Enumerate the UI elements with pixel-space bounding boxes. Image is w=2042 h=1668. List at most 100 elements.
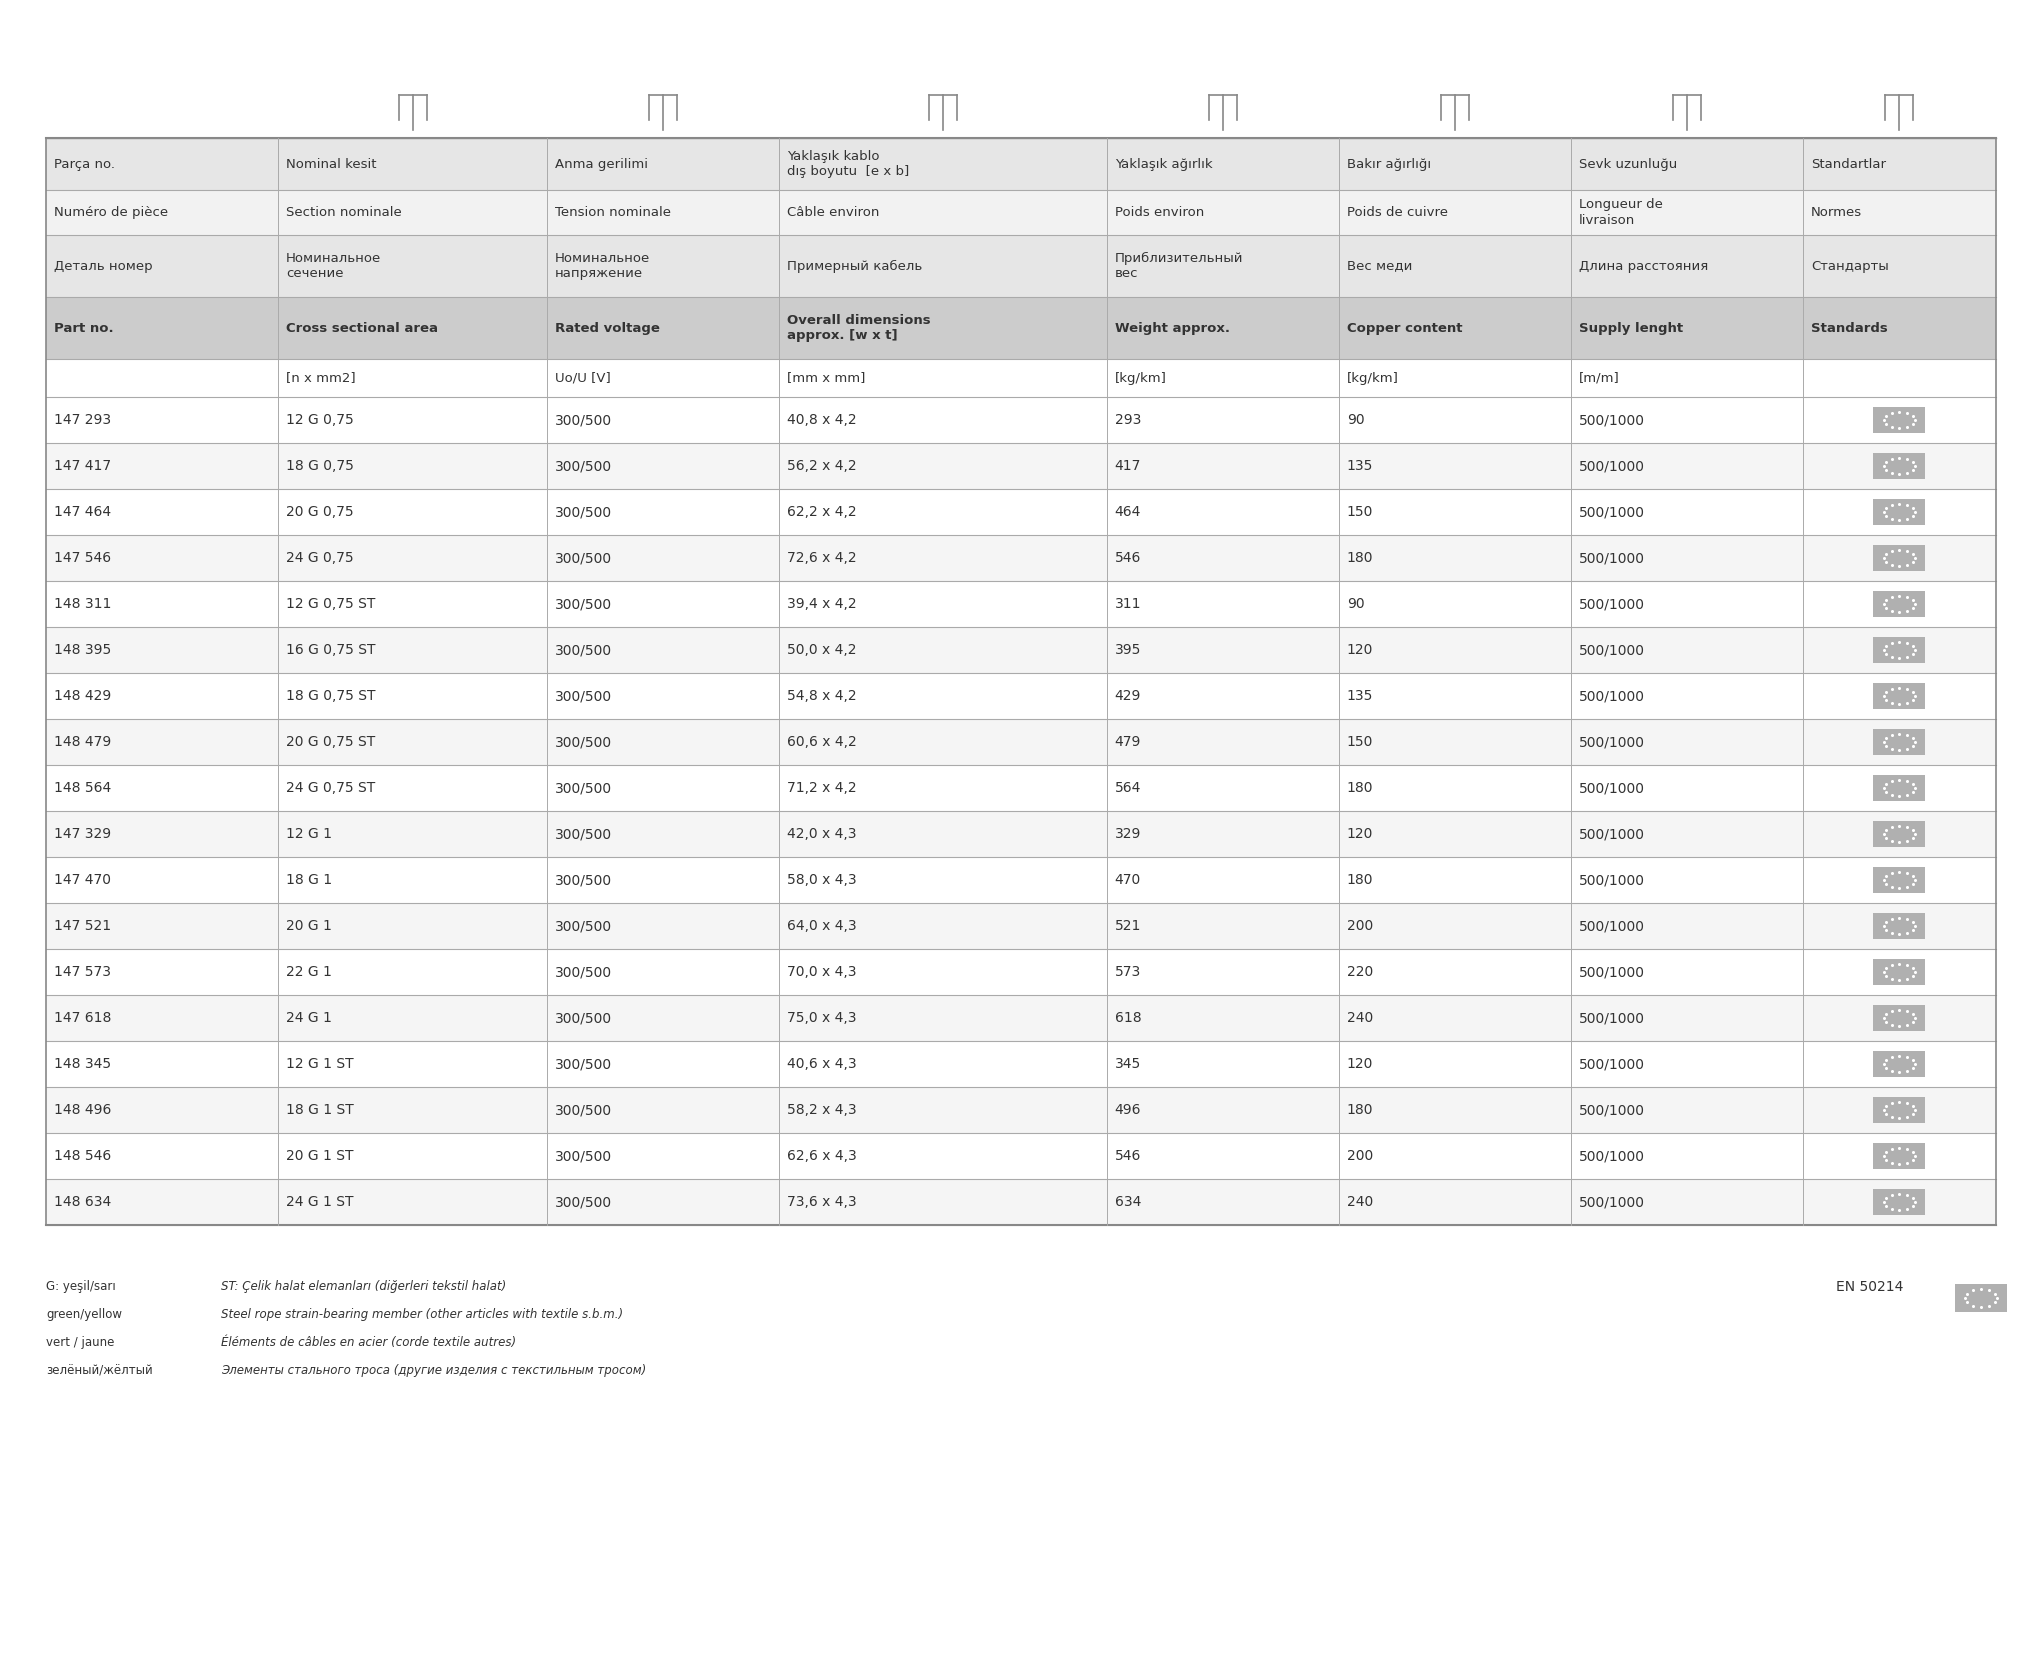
Text: 18 G 1: 18 G 1 [286, 872, 333, 887]
Text: 24 G 1: 24 G 1 [286, 1011, 333, 1026]
Bar [47, 297, 1995, 359]
Text: 546: 546 [1115, 1149, 1141, 1163]
Bar [47, 672, 1995, 719]
Bar [47, 535, 1995, 580]
Bar [47, 857, 1995, 902]
Text: 300/500: 300/500 [555, 505, 613, 519]
Text: 147 417: 147 417 [53, 459, 110, 474]
Text: 300/500: 300/500 [555, 872, 613, 887]
Bar [47, 580, 1995, 627]
Text: 300/500: 300/500 [555, 597, 613, 610]
Bar [47, 489, 1995, 535]
Bar [1873, 545, 1926, 570]
Text: Supply lenght: Supply lenght [1578, 322, 1683, 335]
Text: 300/500: 300/500 [555, 1194, 613, 1209]
Text: Part no.: Part no. [53, 322, 114, 335]
Text: 464: 464 [1115, 505, 1141, 519]
Text: 300/500: 300/500 [555, 414, 613, 427]
Text: Overall dimensions
approx. [w x t]: Overall dimensions approx. [w x t] [788, 314, 931, 342]
Text: 12 G 1: 12 G 1 [286, 827, 333, 841]
Text: 12 G 1 ST: 12 G 1 ST [286, 1058, 353, 1071]
Bar [47, 397, 1995, 444]
Text: 147 464: 147 464 [53, 505, 110, 519]
Text: 12 G 0,75 ST: 12 G 0,75 ST [286, 597, 376, 610]
Text: 496: 496 [1115, 1103, 1141, 1118]
Text: 300/500: 300/500 [555, 919, 613, 932]
Text: 618: 618 [1115, 1011, 1141, 1026]
Text: 240: 240 [1348, 1194, 1372, 1209]
Text: [mm x mm]: [mm x mm] [788, 372, 866, 385]
Text: 417: 417 [1115, 459, 1141, 474]
Text: 500/1000: 500/1000 [1578, 505, 1646, 519]
Text: 180: 180 [1348, 781, 1374, 796]
Text: 300/500: 300/500 [555, 459, 613, 474]
Text: 300/500: 300/500 [555, 642, 613, 657]
Text: 293: 293 [1115, 414, 1141, 427]
Text: Standards: Standards [1811, 322, 1887, 335]
Bar [47, 949, 1995, 996]
Bar [47, 235, 1995, 297]
Text: Приблизительный
вес: Приблизительный вес [1115, 252, 1244, 280]
Text: Номинальное
сечение: Номинальное сечение [286, 252, 382, 280]
Text: 300/500: 300/500 [555, 966, 613, 979]
Text: 148 311: 148 311 [53, 597, 112, 610]
Bar [47, 138, 1995, 190]
Bar [1873, 1189, 1926, 1214]
Bar [47, 359, 1995, 397]
Text: 20 G 1 ST: 20 G 1 ST [286, 1149, 353, 1163]
Text: Деталь номер: Деталь номер [53, 260, 153, 272]
Text: 500/1000: 500/1000 [1578, 642, 1646, 657]
Text: 148 496: 148 496 [53, 1103, 112, 1118]
Text: 120: 120 [1348, 1058, 1372, 1071]
Text: 148 345: 148 345 [53, 1058, 110, 1071]
Text: Longueur de
livraison: Longueur de livraison [1578, 198, 1662, 227]
Text: 546: 546 [1115, 550, 1141, 565]
Bar [1873, 867, 1926, 892]
Bar [47, 1041, 1995, 1088]
Text: 300/500: 300/500 [555, 736, 613, 749]
Bar [47, 627, 1995, 672]
Text: vert / jaune: vert / jaune [47, 1336, 114, 1349]
Text: 150: 150 [1348, 736, 1372, 749]
Text: 300/500: 300/500 [555, 1149, 613, 1163]
Text: 500/1000: 500/1000 [1578, 1149, 1646, 1163]
Text: 147 618: 147 618 [53, 1011, 112, 1026]
Text: Poids environ: Poids environ [1115, 207, 1205, 219]
Text: 150: 150 [1348, 505, 1372, 519]
Text: 75,0 x 4,3: 75,0 x 4,3 [788, 1011, 858, 1026]
Text: 40,6 x 4,3: 40,6 x 4,3 [788, 1058, 858, 1071]
Bar [1873, 454, 1926, 479]
Text: 500/1000: 500/1000 [1578, 736, 1646, 749]
Text: Номинальное
напряжение: Номинальное напряжение [555, 252, 651, 280]
Text: 470: 470 [1115, 872, 1141, 887]
Text: 147 521: 147 521 [53, 919, 110, 932]
Text: 120: 120 [1348, 642, 1372, 657]
Text: 90: 90 [1348, 597, 1364, 610]
Text: 16 G 0,75 ST: 16 G 0,75 ST [286, 642, 376, 657]
Text: 20 G 0,75: 20 G 0,75 [286, 505, 353, 519]
Bar [1873, 729, 1926, 756]
Text: 479: 479 [1115, 736, 1141, 749]
Text: 72,6 x 4,2: 72,6 x 4,2 [788, 550, 858, 565]
Text: Éléments de câbles en acier (corde textile autres): Éléments de câbles en acier (corde texti… [221, 1336, 517, 1349]
Text: 120: 120 [1348, 827, 1372, 841]
Text: 58,0 x 4,3: 58,0 x 4,3 [788, 872, 858, 887]
Text: 50,0 x 4,2: 50,0 x 4,2 [788, 642, 858, 657]
Bar [1873, 637, 1926, 662]
Text: 500/1000: 500/1000 [1578, 827, 1646, 841]
Text: [m/m]: [m/m] [1578, 372, 1619, 385]
Text: 200: 200 [1348, 919, 1372, 932]
Text: 329: 329 [1115, 827, 1141, 841]
Text: 300/500: 300/500 [555, 1103, 613, 1118]
Text: 500/1000: 500/1000 [1578, 1058, 1646, 1071]
Text: Примерный кабель: Примерный кабель [788, 260, 923, 272]
Text: 148 429: 148 429 [53, 689, 110, 702]
Bar [47, 1179, 1995, 1224]
Bar [1873, 682, 1926, 709]
Bar [1873, 1006, 1926, 1031]
Text: 564: 564 [1115, 781, 1141, 796]
Text: 73,6 x 4,3: 73,6 x 4,3 [788, 1194, 858, 1209]
Text: 300/500: 300/500 [555, 827, 613, 841]
Text: Стандарты: Стандарты [1811, 260, 1889, 272]
Text: Weight approx.: Weight approx. [1115, 322, 1229, 335]
